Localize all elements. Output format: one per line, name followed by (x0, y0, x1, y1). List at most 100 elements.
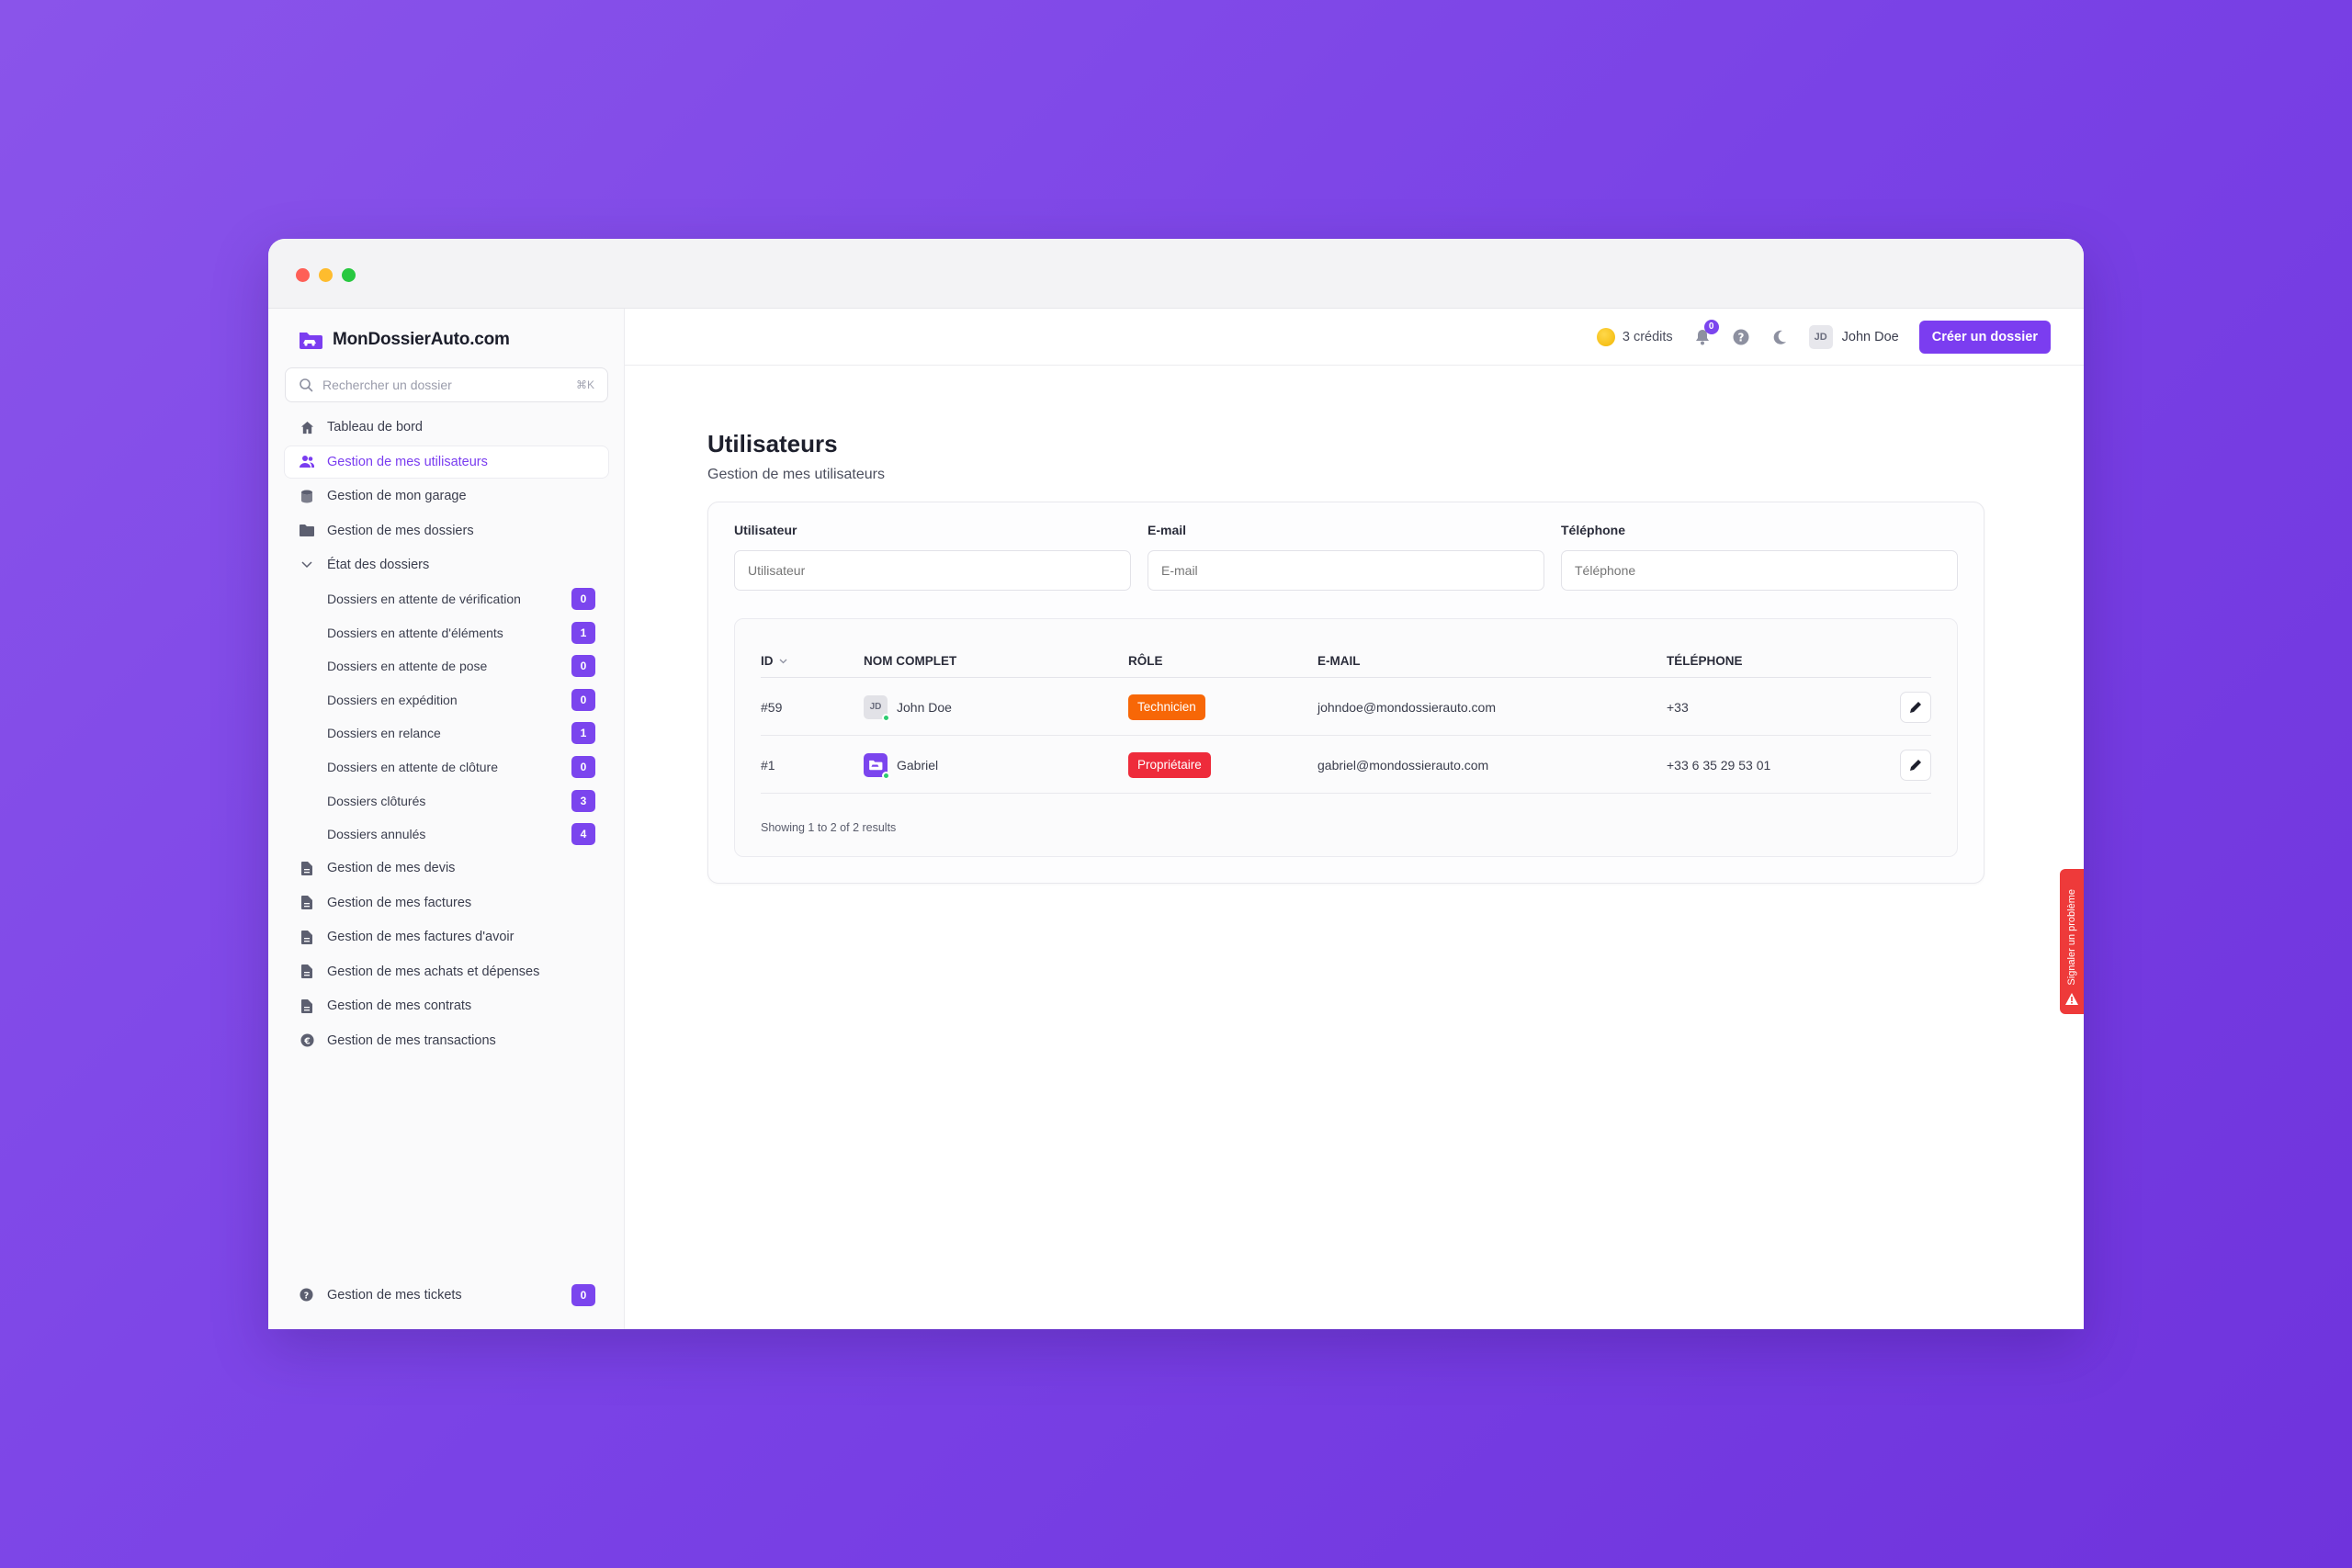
count-badge: 0 (571, 1284, 595, 1306)
file-icon (300, 930, 314, 944)
avatar-initials: JD (869, 702, 882, 712)
row-email: gabriel@mondossierauto.com (1317, 757, 1489, 773)
row-actions (1900, 736, 1931, 794)
folder-car-icon (300, 333, 322, 349)
sidebar-subitem[interactable]: Dossiers en expédition 0 (285, 684, 608, 715)
brand-name: MonDossierAuto.com (333, 330, 510, 349)
sidebar-item-label: Gestion de mon garage (327, 489, 467, 503)
count-badge: 0 (571, 688, 595, 711)
phone-filter-input[interactable] (1561, 550, 1958, 591)
row-phone: +33 6 35 29 53 01 (1667, 757, 1771, 773)
file-icon (300, 896, 314, 910)
row-actions (1900, 678, 1931, 736)
email-filter-input[interactable] (1148, 550, 1544, 591)
sidebar-item-achats[interactable]: Gestion de mes achats et dépenses (285, 956, 608, 987)
count-badge: 4 (571, 823, 595, 846)
sidebar-item-factures[interactable]: Gestion de mes factures (285, 887, 608, 919)
role-badge: Propriétaire (1128, 751, 1211, 778)
column-header-role: RÔLE (1128, 654, 1163, 668)
top-bar: 3 crédits 0 ? JD John Doe Créer un dossi… (625, 309, 2084, 366)
row-role-cell: Technicien (1128, 678, 1205, 736)
search-input[interactable]: Rechercher un dossier (322, 378, 452, 392)
table-row: #1 Gabriel Propriétaire (761, 736, 1931, 794)
moon-icon[interactable] (1770, 328, 1789, 346)
user-menu[interactable]: JD John Doe (1808, 324, 1899, 349)
home-icon (300, 420, 314, 434)
count-badge: 3 (571, 789, 595, 812)
count-badge: 1 (571, 722, 595, 745)
sidebar-subitem[interactable]: Dossiers en attente de clôture 0 (285, 751, 608, 782)
filter-label: E-mail (1148, 523, 1187, 537)
svg-text:€: € (303, 1037, 311, 1047)
column-header-id[interactable]: ID (761, 654, 787, 668)
row-name: John Doe (897, 699, 952, 715)
edit-user-button[interactable] (1900, 691, 1931, 723)
avatar: JD (1808, 324, 1833, 349)
sidebar-item-users[interactable]: Gestion de mes utilisateurs (285, 446, 608, 478)
sidebar-subitem-label: Dossiers en attente d'éléments (327, 625, 503, 640)
sidebar-subitem-label: Dossiers en attente de pose (327, 659, 488, 674)
sidebar-item-label: Gestion de mes factures (327, 895, 472, 910)
pagination-summary: Showing 1 to 2 of 2 results (761, 821, 897, 834)
sidebar-item-transactions[interactable]: € Gestion de mes transactions (285, 1025, 608, 1056)
sidebar-item-contrats[interactable]: Gestion de mes contrats (285, 990, 608, 1021)
folder-car-icon (869, 760, 883, 771)
sidebar-subitem-label: Dossiers en attente de vérification (327, 592, 521, 606)
title-bar (268, 239, 2084, 309)
sidebar-item-dashboard[interactable]: Tableau de bord (285, 412, 608, 443)
file-icon (300, 964, 314, 979)
brand[interactable]: MonDossierAuto.com (298, 321, 510, 358)
credits-indicator[interactable]: 3 crédits (1596, 327, 1673, 346)
count-badge: 0 (571, 755, 595, 778)
row-email: johndoe@mondossierauto.com (1317, 699, 1496, 715)
sidebar-item-devis[interactable]: Gestion de mes devis (285, 852, 608, 884)
filters: Utilisateur E-mail Téléphone (734, 523, 1958, 591)
edit-user-button[interactable] (1900, 749, 1931, 781)
report-problem-tab[interactable]: Signaler un problème (2060, 869, 2084, 1014)
row-name-cell: JD John Doe (864, 678, 952, 736)
avatar: JD (864, 694, 890, 722)
chevron-down-icon (300, 558, 314, 572)
sidebar-subitem[interactable]: Dossiers annulés 4 (285, 819, 608, 850)
page-title: Utilisateurs (707, 430, 838, 457)
file-icon (300, 861, 314, 875)
sidebar-item-label: Gestion de mes factures d'avoir (327, 930, 514, 945)
chevron-down-icon (779, 659, 786, 663)
sidebar-item-garage[interactable]: Gestion de mon garage (285, 480, 608, 512)
users-card: Utilisateur E-mail Téléphone ID (707, 502, 1984, 884)
notification-count: 0 (1703, 319, 1719, 334)
sidebar-item-dossiers[interactable]: Gestion de mes dossiers (285, 515, 608, 547)
bell-icon[interactable]: 0 (1693, 319, 1719, 346)
create-dossier-button[interactable]: Créer un dossier (1918, 320, 2051, 354)
pencil-icon (1910, 701, 1921, 713)
minimize-window-button[interactable] (319, 268, 333, 282)
sidebar-subitem[interactable]: Dossiers en attente d'éléments 1 (285, 617, 608, 648)
sidebar-subitem[interactable]: Dossiers en attente de vérification 0 (285, 584, 608, 615)
sidebar-subitem[interactable]: Dossiers en attente de pose 0 (285, 651, 608, 682)
euro-icon: € (300, 1033, 314, 1048)
file-icon (300, 998, 314, 1013)
users-table: ID NOM COMPLET RÔLE E-MAIL TÉLÉPHONE #59… (734, 618, 1958, 857)
table-header: ID NOM COMPLET RÔLE E-MAIL TÉLÉPHONE (761, 647, 1931, 678)
sidebar-item-factures-avoir[interactable]: Gestion de mes factures d'avoir (285, 921, 608, 953)
search-box[interactable]: Rechercher un dossier ⌘K (285, 367, 608, 402)
svg-text:?: ? (304, 1291, 309, 1301)
user-filter-input[interactable] (734, 550, 1131, 591)
app-window: MonDossierAuto.com Rechercher un dossier… (268, 239, 2084, 1329)
sidebar-subitem[interactable]: Dossiers clôturés 3 (285, 785, 608, 816)
sidebar-item-etat-dossiers[interactable]: État des dossiers (285, 549, 608, 581)
row-id: #1 (761, 757, 775, 773)
count-badge: 1 (571, 621, 595, 644)
sidebar-subitem-label: Dossiers en expédition (327, 692, 458, 707)
online-indicator (882, 771, 890, 780)
sidebar-subitem[interactable]: Dossiers en relance 1 (285, 718, 608, 749)
row-role-cell: Propriétaire (1128, 736, 1211, 794)
sidebar-item-tickets[interactable]: ? Gestion de mes tickets 0 (285, 1280, 608, 1311)
close-window-button[interactable] (296, 268, 310, 282)
maximize-window-button[interactable] (342, 268, 356, 282)
credits-label: 3 crédits (1622, 329, 1673, 344)
filter-email: E-mail (1148, 523, 1544, 591)
column-header-name: NOM COMPLET (864, 654, 957, 668)
help-icon[interactable]: ? (1732, 328, 1750, 346)
sidebar: MonDossierAuto.com Rechercher un dossier… (268, 309, 625, 1329)
